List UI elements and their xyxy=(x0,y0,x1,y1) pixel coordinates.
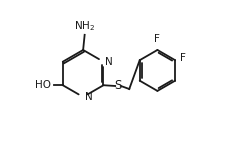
Text: HO: HO xyxy=(35,80,51,90)
Text: F: F xyxy=(155,34,160,44)
Text: N: N xyxy=(85,92,93,102)
Text: S: S xyxy=(114,79,122,92)
Text: F: F xyxy=(181,53,186,63)
Text: NH$_2$: NH$_2$ xyxy=(74,19,95,33)
Text: N: N xyxy=(105,57,113,67)
